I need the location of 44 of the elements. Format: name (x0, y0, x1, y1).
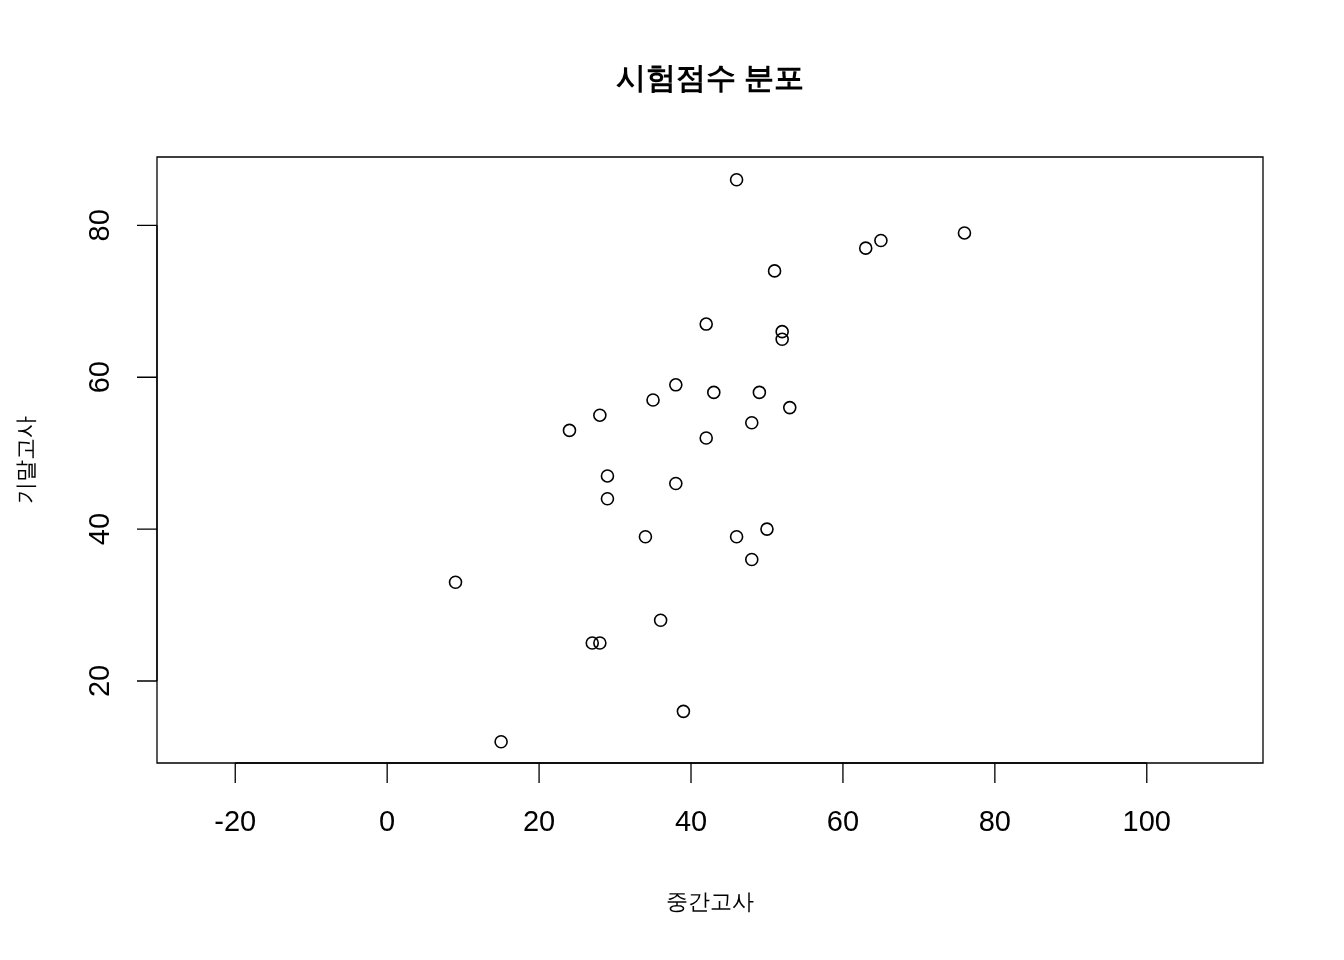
point (600, 469, 615, 483)
point (676, 704, 691, 719)
point (653, 613, 668, 628)
x-axis-title: 중간고사 (666, 889, 754, 915)
point (562, 423, 577, 438)
point (669, 476, 683, 491)
x-tick-label: 80 (978, 805, 1011, 837)
point (775, 324, 789, 339)
y-tick-label: 80 (83, 209, 115, 242)
point (775, 332, 789, 347)
point (448, 575, 463, 590)
y-tick-label: 60 (83, 361, 115, 394)
x-tick-label: 20 (522, 805, 556, 837)
x-tick-label: -20 (214, 805, 257, 837)
point (767, 264, 782, 278)
point (744, 415, 759, 430)
x-tick-label: 40 (674, 805, 708, 837)
point (669, 378, 683, 392)
point (744, 552, 759, 567)
point (699, 431, 713, 445)
point (707, 385, 721, 400)
point (874, 233, 888, 248)
point (729, 529, 744, 544)
chart-title: 시험점수 분포 (615, 61, 805, 95)
point (782, 400, 797, 415)
point (585, 636, 600, 650)
point (638, 529, 653, 544)
point (760, 522, 774, 536)
point (957, 226, 972, 240)
point (646, 393, 660, 407)
point (752, 385, 767, 400)
x-tick-label: 60 (826, 805, 860, 837)
point (729, 172, 744, 187)
x-tick-label: 100 (1122, 805, 1171, 837)
point (858, 241, 873, 255)
point (600, 491, 615, 506)
y-axis-title: 기말고사 (13, 416, 39, 504)
y-tick-label: 40 (83, 512, 115, 546)
point (699, 317, 713, 331)
point (593, 408, 607, 422)
x-tick-label: 0 (379, 805, 396, 837)
point (494, 734, 508, 749)
y-tick-label: 20 (83, 664, 115, 698)
point (593, 636, 607, 650)
